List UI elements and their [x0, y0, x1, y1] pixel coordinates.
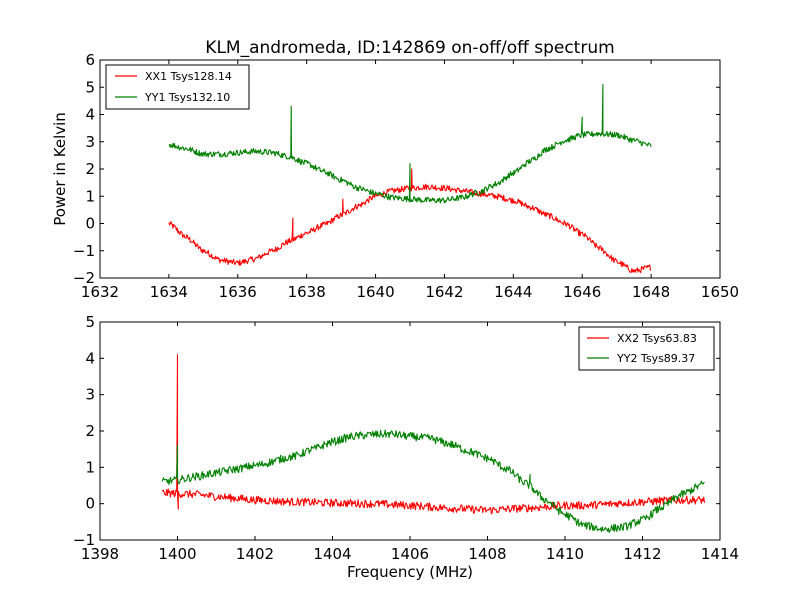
top-series-layer	[168, 83, 652, 274]
x-tick-label: 1648	[632, 283, 670, 301]
x-tick-label: 1400	[158, 545, 196, 563]
bottom-legend-box	[578, 326, 715, 371]
x-tick-label: 1398	[81, 545, 119, 563]
x-axis-label: Frequency (MHz)	[347, 563, 473, 581]
legend-label-xx2: XX2 Tsys63.83	[617, 332, 697, 345]
y-tick-label: 0	[85, 215, 95, 233]
y-tick-label: 3	[85, 386, 95, 404]
bottom-legend: XX2 Tsys63.83 YY2 Tsys89.37	[578, 326, 715, 371]
x-tick-label: 1650	[701, 283, 739, 301]
y-tick-label: −2	[73, 269, 95, 287]
x-tick-label: 1634	[150, 283, 188, 301]
bottom-ticks: 1398 1400 1402 1404 1406 1408 1410 1412 1414 −1 0 1…	[73, 313, 739, 563]
bottom-series-layer	[161, 354, 706, 534]
y-tick-label: 0	[85, 495, 95, 513]
y-tick-label: −1	[73, 531, 95, 549]
y-tick-label: 6	[85, 51, 95, 69]
x-tick-label: 1412	[623, 545, 661, 563]
legend-label-xx1: XX1 Tsys128.14	[145, 70, 232, 83]
y-tick-label: 2	[85, 160, 95, 178]
x-tick-label: 1632	[81, 283, 119, 301]
y-tick-label: 5	[85, 78, 95, 96]
y-tick-label: −1	[73, 242, 95, 260]
x-tick-label: 1406	[391, 545, 429, 563]
x-tick-label: 1404	[313, 545, 351, 563]
legend-label-yy1: YY1 Tsys132.10	[144, 91, 230, 104]
x-tick-label: 1644	[494, 283, 532, 301]
y-tick-label: 1	[85, 187, 95, 205]
x-tick-label: 1408	[468, 545, 506, 563]
x-tick-label: 1638	[288, 283, 326, 301]
x-tick-label: 1414	[701, 545, 739, 563]
plot-title: KLM_andromeda, ID:142869 on-off/off spec…	[205, 38, 614, 58]
x-tick-label: 1410	[546, 545, 584, 563]
top-plot: KLM_andromeda, ID:142869 on-off/off spec…	[51, 38, 739, 301]
series-line-yy2	[161, 429, 705, 534]
series-line-xx2	[161, 354, 706, 515]
x-tick-label: 1636	[219, 283, 257, 301]
y-tick-label: 2	[85, 422, 95, 440]
x-tick-label: 1640	[356, 283, 394, 301]
bottom-plot: 1398 1400 1402 1404 1406 1408 1410 1412 1414 −1 0 1…	[73, 313, 739, 581]
y-tick-label: 3	[85, 133, 95, 151]
x-tick-label: 1646	[563, 283, 601, 301]
legend-label-yy2: YY2 Tsys89.37	[616, 352, 695, 365]
x-tick-label: 1402	[236, 545, 274, 563]
y-tick-label: 1	[85, 458, 95, 476]
y-axis-label: Power in Kelvin	[51, 112, 69, 226]
top-legend-box	[105, 64, 250, 110]
y-tick-label: 5	[85, 313, 95, 331]
top-ticks: 1632 1634 1636 1638 1640 1642 1644 1646 1648 1650…	[73, 51, 739, 301]
y-tick-label: 4	[85, 106, 95, 124]
top-legend: XX1 Tsys128.14 YY1 Tsys132.10	[105, 64, 250, 110]
series-line-yy1	[168, 83, 652, 204]
y-tick-label: 4	[85, 349, 95, 367]
x-tick-label: 1642	[425, 283, 463, 301]
